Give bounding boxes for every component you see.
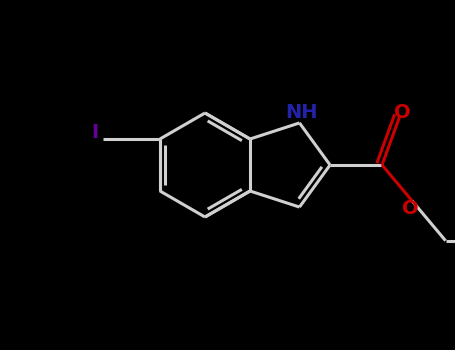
Text: I: I <box>91 124 98 142</box>
Text: O: O <box>394 103 410 122</box>
Text: O: O <box>402 199 419 218</box>
Text: NH: NH <box>285 104 318 122</box>
